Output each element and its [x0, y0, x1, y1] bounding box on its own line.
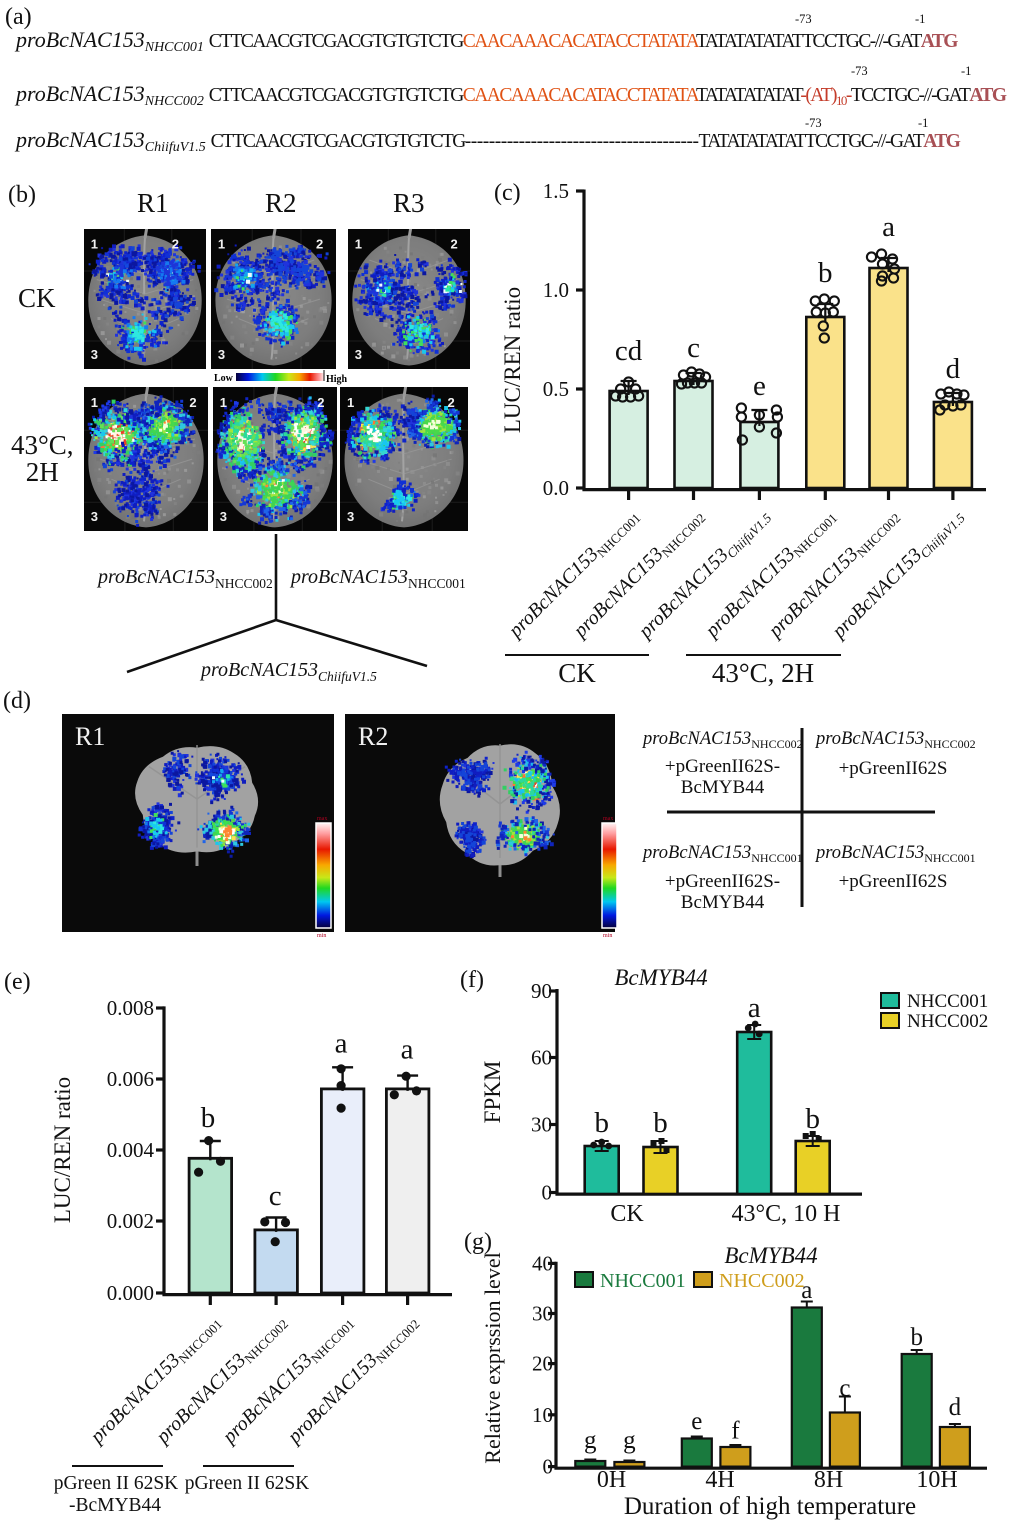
svg-text:b: b: [910, 1324, 923, 1351]
svg-text:3: 3: [220, 509, 227, 524]
svg-text:1: 1: [355, 237, 362, 252]
svg-text:LUC/REN ratio: LUC/REN ratio: [500, 287, 525, 433]
svg-text:a: a: [748, 992, 761, 1024]
svg-text:0.004: 0.004: [107, 1138, 155, 1162]
svg-text:0.002: 0.002: [107, 1209, 154, 1233]
svg-text:f: f: [731, 1418, 740, 1445]
svg-text:R2: R2: [358, 722, 388, 751]
svg-text:30: 30: [532, 1302, 553, 1326]
svg-text:43°C, 10 H: 43°C, 10 H: [732, 1201, 841, 1227]
svg-text:d: d: [946, 353, 961, 385]
svg-text:1.5: 1.5: [543, 179, 569, 203]
svg-text:2: 2: [317, 395, 324, 410]
svg-text:60: 60: [531, 1046, 552, 1070]
svg-text:NHCC002: NHCC002: [719, 1270, 805, 1292]
svg-text:a: a: [335, 1028, 348, 1060]
svg-text:Duration of high temperature: Duration of high temperature: [624, 1493, 916, 1520]
svg-text:NHCC001: NHCC001: [600, 1270, 686, 1292]
svg-text:a: a: [401, 1033, 414, 1065]
svg-text:a: a: [801, 1277, 812, 1304]
svg-text:LUC/REN ratio: LUC/REN ratio: [50, 1077, 75, 1223]
svg-text:3: 3: [347, 509, 354, 524]
svg-text:0: 0: [542, 1181, 553, 1205]
svg-text:c: c: [269, 1180, 282, 1212]
svg-text:40: 40: [532, 1251, 553, 1275]
svg-text:2: 2: [316, 237, 323, 252]
svg-text:Relative exprssion level: Relative exprssion level: [480, 1252, 505, 1463]
svg-text:2: 2: [189, 395, 196, 410]
svg-text:NHCC002: NHCC002: [907, 1011, 988, 1032]
svg-text:BcMYB44: BcMYB44: [724, 1243, 817, 1268]
svg-text:R1: R1: [75, 722, 105, 751]
svg-text:d: d: [949, 1394, 962, 1421]
svg-text:90: 90: [531, 979, 552, 1003]
svg-text:a: a: [882, 211, 895, 243]
svg-text:max: max: [317, 816, 327, 822]
svg-text:High: High: [326, 374, 348, 385]
svg-text:BcMYB44: BcMYB44: [614, 965, 707, 990]
svg-text:FPKM: FPKM: [480, 1061, 505, 1124]
svg-text:20: 20: [532, 1352, 553, 1376]
svg-text:b: b: [805, 1103, 820, 1135]
svg-text:1.0: 1.0: [543, 278, 569, 302]
svg-text:8H: 8H: [814, 1467, 843, 1493]
svg-text:e: e: [753, 370, 766, 402]
svg-text:b: b: [818, 257, 833, 289]
svg-text:b: b: [201, 1102, 216, 1134]
svg-text:30: 30: [531, 1113, 552, 1137]
svg-text:c: c: [839, 1375, 850, 1402]
svg-text:0.000: 0.000: [107, 1281, 154, 1305]
svg-text:max: max: [603, 816, 613, 822]
svg-text:2: 2: [448, 395, 455, 410]
svg-text:min: min: [317, 933, 326, 939]
svg-text:-BcMYB44: -BcMYB44: [69, 1495, 161, 1516]
svg-text:g: g: [584, 1427, 597, 1454]
svg-text:0.0: 0.0: [543, 476, 569, 500]
svg-text:0: 0: [543, 1455, 554, 1479]
svg-text:3: 3: [91, 347, 98, 362]
svg-text:1: 1: [220, 395, 227, 410]
svg-text:10: 10: [532, 1403, 553, 1427]
svg-text:3: 3: [218, 347, 225, 362]
svg-text:min: min: [603, 933, 612, 939]
svg-text:3: 3: [355, 347, 362, 362]
svg-text:pGreen II 62SK: pGreen II 62SK: [185, 1473, 310, 1494]
svg-text:3: 3: [91, 509, 98, 524]
svg-text:2: 2: [451, 237, 458, 252]
svg-text:0H: 0H: [597, 1467, 626, 1493]
svg-text:b: b: [653, 1107, 668, 1139]
svg-text:cd: cd: [615, 335, 643, 367]
svg-text:1: 1: [91, 395, 98, 410]
svg-text:NHCC001: NHCC001: [907, 991, 988, 1012]
svg-text:b: b: [594, 1107, 609, 1139]
svg-text:pGreen II 62SK: pGreen II 62SK: [54, 1473, 179, 1494]
svg-text:1: 1: [347, 395, 354, 410]
svg-text:4H: 4H: [705, 1467, 734, 1493]
svg-text:2: 2: [172, 237, 179, 252]
svg-text:0.008: 0.008: [107, 996, 154, 1020]
svg-text:0.5: 0.5: [543, 377, 569, 401]
svg-text:e: e: [691, 1408, 702, 1435]
svg-text:0.006: 0.006: [107, 1067, 154, 1091]
svg-text:c: c: [687, 332, 700, 364]
svg-text:CK: CK: [610, 1201, 644, 1227]
svg-text:1: 1: [91, 237, 98, 252]
svg-text:CK: CK: [558, 658, 596, 688]
svg-text:Low: Low: [214, 373, 234, 384]
svg-text:g: g: [623, 1427, 636, 1454]
svg-text:10H: 10H: [916, 1467, 957, 1493]
svg-text:43°C, 2H: 43°C, 2H: [712, 658, 814, 688]
svg-text:1: 1: [218, 237, 225, 252]
